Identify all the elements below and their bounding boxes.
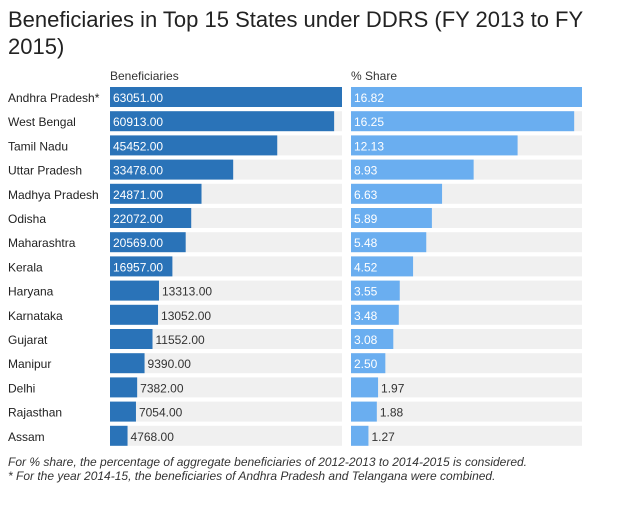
bar-track [351, 329, 582, 349]
data-label-share: 5.48 [354, 236, 378, 250]
bar-track [110, 329, 342, 349]
category-label-maharashtra: Maharashtra [8, 236, 76, 250]
bar-share [351, 87, 582, 107]
bar-share [351, 377, 379, 398]
bar-track [110, 377, 342, 398]
category-label-odisha: Odisha [8, 212, 46, 226]
bar-beneficiaries [110, 304, 159, 325]
bar-track [110, 401, 342, 422]
bar-track [351, 425, 582, 446]
footnotes: For % share, the percentage of aggregate… [8, 455, 618, 483]
data-label-share: 12.13 [354, 139, 384, 153]
bar-share [351, 135, 518, 156]
category-label-karnataka: Karnataka [8, 309, 63, 323]
column-header-share: % Share [351, 69, 397, 83]
data-label-beneficiaries: 60913.00 [113, 115, 163, 129]
bar-beneficiaries [110, 280, 159, 301]
bar-share [351, 111, 575, 132]
data-label-beneficiaries: 20569.00 [113, 236, 163, 250]
data-label-beneficiaries: 9390.00 [148, 357, 192, 371]
data-label-beneficiaries: 63051.00 [113, 91, 163, 105]
data-label-share: 1.97 [381, 381, 405, 395]
bar-beneficiaries [110, 401, 136, 422]
category-label-uttar-pradesh: Uttar Pradesh [8, 164, 82, 178]
data-label-beneficiaries: 22072.00 [113, 212, 163, 226]
bar-track [351, 353, 582, 374]
bar-track [351, 401, 582, 422]
bar-beneficiaries [110, 208, 192, 228]
bar-beneficiaries [110, 135, 278, 156]
category-label-haryana: Haryana [8, 285, 54, 299]
bar-track [351, 280, 582, 301]
bar-beneficiaries [110, 329, 153, 349]
data-label-beneficiaries: 33478.00 [113, 164, 163, 178]
category-label-west-bengal: West Bengal [8, 115, 76, 129]
bar-share [351, 304, 399, 325]
bar-track [110, 304, 342, 325]
category-label-delhi: Delhi [8, 381, 35, 395]
data-label-beneficiaries: 7382.00 [140, 381, 184, 395]
bar-share [351, 425, 369, 446]
category-label-rajasthan: Rajasthan [8, 406, 62, 420]
bar-track [110, 353, 342, 374]
category-label-madhya-pradesh: Madhya Pradesh [8, 188, 99, 202]
data-label-share: 5.89 [354, 212, 378, 226]
data-label-beneficiaries: 11552.00 [156, 333, 205, 347]
category-label-gujarat: Gujarat [8, 333, 48, 347]
bar-share [351, 329, 394, 349]
footnote-share: For % share, the percentage of aggregate… [8, 455, 528, 469]
data-label-share: 1.88 [380, 406, 404, 420]
bar-beneficiaries [110, 256, 173, 277]
bar-beneficiaries [110, 159, 234, 180]
bar-share [351, 256, 414, 277]
bar-beneficiaries [110, 87, 342, 107]
category-label-tamil-nadu: Tamil Nadu [8, 139, 68, 153]
bar-beneficiaries [110, 425, 128, 446]
data-label-beneficiaries: 24871.00 [113, 188, 163, 202]
category-label-manipur: Manipur [8, 357, 51, 371]
bar-track [110, 425, 342, 446]
bar-beneficiaries [110, 232, 186, 253]
data-label-share: 16.25 [354, 115, 384, 129]
bar-share [351, 208, 432, 228]
data-label-share: 16.82 [354, 91, 384, 105]
column-header-beneficiaries: Beneficiaries [110, 69, 179, 83]
data-label-beneficiaries: 4768.00 [131, 430, 175, 444]
data-label-share: 3.55 [354, 285, 378, 299]
data-label-share: 3.08 [354, 333, 378, 347]
data-label-share: 8.93 [354, 164, 378, 178]
bar-beneficiaries [110, 353, 145, 374]
data-label-beneficiaries: 7054.00 [139, 406, 183, 420]
bar-track [110, 280, 342, 301]
data-label-beneficiaries: 13052.00 [161, 309, 211, 323]
category-label-assam: Assam [8, 430, 45, 444]
bar-track [351, 377, 582, 398]
bar-beneficiaries [110, 183, 202, 204]
bar-share [351, 183, 443, 204]
data-label-share: 6.63 [354, 188, 378, 202]
footnote-andhra: * For the year 2014-15, the beneficiarie… [8, 469, 496, 483]
category-label-andhra-pradesh: Andhra Pradesh* [8, 91, 100, 105]
bar-share [351, 353, 386, 374]
bar-share [351, 232, 427, 253]
chart-title: Beneficiaries in Top 15 States under DDR… [8, 7, 583, 59]
data-label-beneficiaries: 45452.00 [113, 139, 163, 153]
category-label-kerala: Kerala [8, 260, 43, 274]
data-label-beneficiaries: 16957.00 [113, 260, 163, 274]
bar-track [351, 304, 582, 325]
data-label-share: 2.50 [354, 357, 378, 371]
data-label-beneficiaries: 13313.00 [162, 285, 212, 299]
data-label-share: 3.48 [354, 309, 378, 323]
data-label-share: 4.52 [354, 260, 378, 274]
bar-share [351, 280, 400, 301]
bar-beneficiaries [110, 377, 138, 398]
bar-share [351, 159, 474, 180]
bar-share [351, 401, 377, 422]
bar-beneficiaries [110, 111, 335, 132]
data-label-share: 1.27 [371, 430, 395, 444]
